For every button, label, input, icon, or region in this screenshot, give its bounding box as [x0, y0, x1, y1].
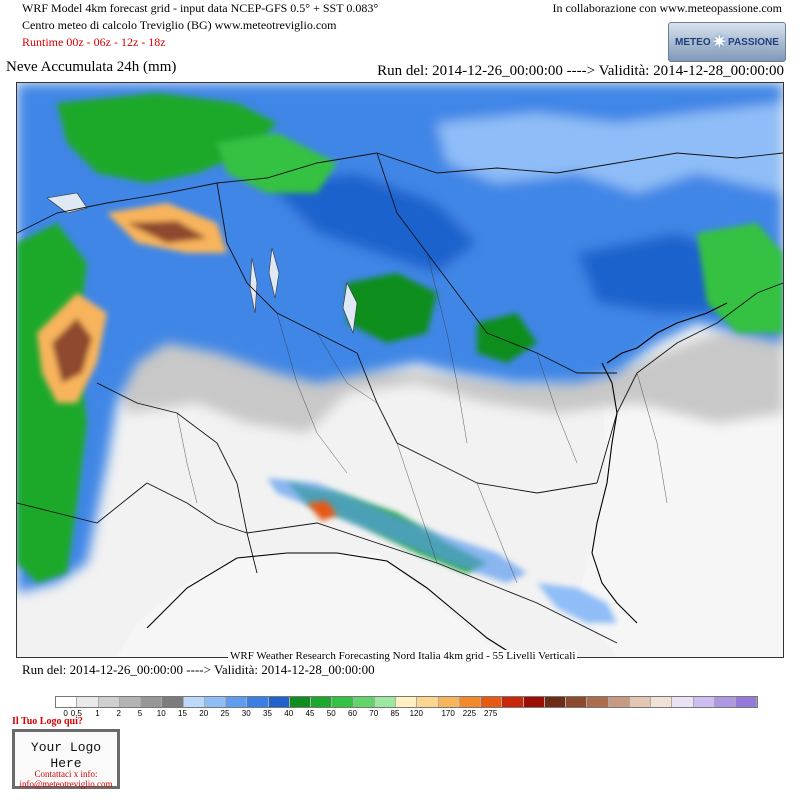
meteopassione-logo: METEO ✷ PASSIONE — [668, 22, 786, 62]
legend-tick-label: 1 — [95, 709, 100, 718]
legend-swatch — [268, 697, 290, 707]
header-center-info: Centro meteo di calcolo Treviglio (BG) w… — [22, 18, 337, 32]
legend-swatch — [693, 697, 715, 707]
legend-tick-label: 2 — [116, 709, 121, 718]
legend-tick-label: 5 — [137, 709, 143, 718]
legend-swatch — [736, 697, 758, 707]
legend-swatch — [183, 697, 205, 707]
legend-swatch — [396, 697, 418, 707]
legend-swatch — [672, 697, 694, 707]
legend-swatch — [459, 697, 481, 707]
legend-tick-label: 120 — [409, 709, 423, 718]
legend-swatch — [374, 697, 396, 707]
legend-swatch — [523, 697, 545, 707]
heavy-snow-western-alps — [37, 203, 337, 521]
snow-accumulation-map — [16, 82, 784, 658]
legend-tick-label: 70 — [369, 709, 379, 718]
legend-swatch — [247, 697, 269, 707]
legend-swatch — [438, 697, 460, 707]
logo-right-text: PASSIONE — [728, 36, 779, 48]
legend-swatch — [587, 697, 609, 707]
legend-swatch — [98, 697, 120, 707]
legend-swatch — [353, 697, 375, 707]
legend-tick-label: 275 — [483, 709, 498, 718]
your-logo-contact: Contattaci x info: info@meteotreviglio.c… — [12, 769, 120, 789]
legend-swatch — [119, 697, 141, 707]
run-validity-bottom: Run del: 2014-12-26_00:00:00 ----> Valid… — [22, 662, 375, 677]
apennine-snow — [267, 478, 617, 623]
header-collaboration: In collaborazione con www.meteopassione.… — [552, 1, 782, 15]
legend-tick-label: 25 — [220, 709, 230, 718]
legend-swatch — [566, 697, 588, 707]
your-logo-box: Your Logo Here — [12, 729, 120, 789]
legend-tick-label: 10 — [156, 709, 166, 718]
star-icon: ✷ — [712, 34, 727, 51]
legend-swatch — [204, 697, 226, 707]
legend-tick-label: 30 — [241, 709, 251, 718]
legend-swatch — [629, 697, 651, 707]
legend-swatch — [289, 697, 311, 707]
legend-swatch — [417, 697, 439, 707]
header-runtime: Runtime 00z - 06z - 12z - 18z — [22, 35, 166, 49]
ligurian-sea — [117, 553, 497, 657]
map-canvas — [16, 83, 784, 658]
run-validity-top: Run del: 2014-12-26_00:00:00 ----> Valid… — [377, 63, 784, 79]
legend-swatch — [141, 697, 163, 707]
legend-swatches — [55, 696, 759, 708]
legend-swatch — [162, 697, 184, 707]
your-logo-text: Your Logo Here — [30, 740, 102, 771]
your-logo-header: Il Tuo Logo qui? — [12, 716, 83, 727]
legend-swatch — [481, 697, 503, 707]
legend-tick-label: 0.5 — [70, 709, 82, 718]
model-credit: WRF Weather Research Forecasting Nord It… — [228, 650, 578, 662]
legend-swatch — [502, 697, 524, 707]
legend-swatch — [56, 697, 78, 707]
coastline — [146, 302, 728, 658]
legend-swatch — [544, 697, 566, 707]
legend-swatch — [311, 697, 333, 707]
legend-tick-label: 35 — [263, 709, 272, 718]
legend-tick-label: 50 — [326, 709, 336, 718]
legend-labels: 0 0.5 1 2 5 10 15 20 25 30 35 40 45 50 60 70 85 120 170 225… — [55, 708, 758, 720]
legend-swatch — [226, 697, 248, 707]
legend-swatch — [651, 697, 673, 707]
legend-tick-label: 40 — [284, 709, 294, 718]
legend-swatch — [608, 697, 630, 707]
legend-tick-label: 20 — [199, 709, 209, 718]
legend-tick-label: 0 — [63, 709, 68, 718]
legend-tick-label: 15 — [178, 709, 187, 718]
contact-email[interactable]: info@meteotreviglio.com — [19, 779, 113, 789]
legend-swatch — [77, 697, 99, 707]
legend-tick-label: 85 — [390, 709, 400, 718]
legend-tick-label: 60 — [348, 709, 357, 718]
legend-tick-label: 225 — [462, 709, 477, 718]
color-legend: 0 0.5 1 2 5 10 15 20 25 30 35 40 45 50 60 70 85 120 170 225… — [55, 696, 759, 720]
map-title: Neve Accumulata 24h (mm) — [6, 59, 177, 75]
contact-label: Contattaci x info: — [34, 769, 98, 779]
province-boundaries — [176, 252, 668, 584]
legend-swatch — [332, 697, 354, 707]
legend-tick-label: 170 — [441, 709, 455, 718]
lakes — [46, 192, 358, 335]
header-model-info: WRF Model 4km forecast grid - input data… — [22, 1, 379, 15]
legend-tick-label: 45 — [305, 709, 315, 718]
legend-swatch — [714, 697, 736, 707]
logo-left-text: METEO — [675, 36, 711, 48]
